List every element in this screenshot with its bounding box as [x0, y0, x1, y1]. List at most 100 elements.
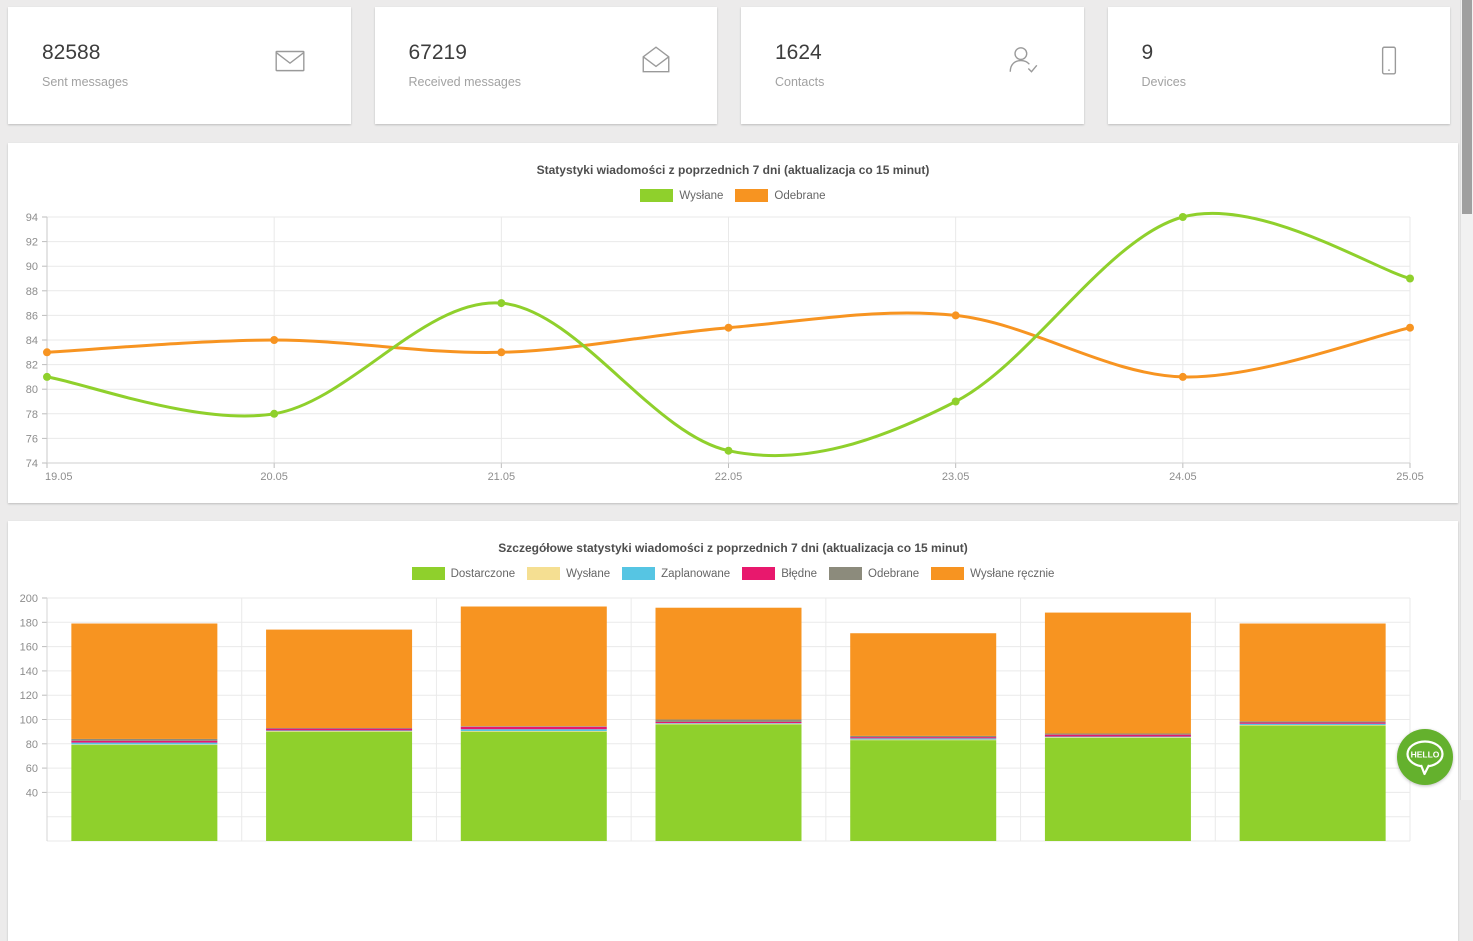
bar-segment[interactable]	[460, 731, 607, 732]
bar-segment[interactable]	[266, 728, 413, 731]
svg-text:40: 40	[26, 787, 38, 799]
stat-card-sent-messages: 82588 Sent messages	[8, 7, 351, 124]
bar-segment[interactable]	[655, 607, 802, 720]
bar-segment[interactable]	[655, 724, 802, 841]
line-legend-item-1[interactable]: Odebrane	[735, 189, 826, 202]
bar-segment[interactable]	[266, 728, 413, 729]
bar-segment[interactable]	[266, 731, 413, 732]
bar-chart-title: Szczegółowe statystyki wiadomości z popr…	[498, 541, 968, 555]
line-legend-item-0[interactable]: Wysłane	[640, 189, 723, 202]
bar-legend-item-0[interactable]: Dostarczone	[411, 567, 515, 580]
data-point[interactable]	[270, 336, 279, 344]
svg-text:80: 80	[26, 739, 38, 751]
bar-segment[interactable]	[266, 731, 413, 841]
bar-segment[interactable]	[71, 623, 218, 739]
data-point[interactable]	[497, 348, 506, 357]
bar-legend-label-2: Zaplanowane	[661, 567, 731, 580]
bar-segment[interactable]	[460, 726, 607, 730]
svg-text:86: 86	[26, 310, 38, 322]
sent-messages-value: 82588	[42, 41, 101, 64]
dashboard-page: { "colors": { "background": "#ecebeb", "…	[8, 0, 1473, 941]
svg-text:60: 60	[26, 763, 38, 775]
data-point[interactable]	[724, 323, 733, 332]
bar-series-Dostarczone	[71, 724, 1386, 841]
data-point[interactable]	[951, 311, 960, 320]
data-point[interactable]	[1178, 213, 1187, 221]
data-point[interactable]	[497, 299, 506, 308]
bar-segment[interactable]	[655, 719, 802, 722]
bar-segment[interactable]	[460, 731, 607, 841]
data-point[interactable]	[724, 446, 733, 455]
bar-legend-item-4[interactable]: Odebrane	[829, 567, 919, 580]
bar-segment[interactable]	[850, 735, 997, 738]
contact-check-icon	[1006, 43, 1040, 77]
hello-chat-label: HELLO	[1411, 750, 1440, 760]
bar-segment[interactable]	[1239, 623, 1386, 722]
bar-segment[interactable]	[850, 740, 997, 841]
data-point[interactable]	[1406, 274, 1414, 283]
svg-text:100: 100	[20, 715, 38, 727]
data-point[interactable]	[1406, 323, 1414, 332]
bar-segment[interactable]	[71, 742, 218, 745]
bar-segment[interactable]	[850, 737, 997, 739]
svg-text:160: 160	[20, 642, 38, 654]
line-legend-swatch-0	[640, 189, 674, 202]
line-chart-canvas[interactable]: 94 92 90 88 86 84 82 80 78 76 74 19.05 20.05 21.05 22.…	[8, 209, 1458, 491]
scrollbar-thumb[interactable]	[1462, 0, 1472, 214]
bar-segment[interactable]	[460, 729, 607, 732]
bar-segment[interactable]	[1044, 736, 1191, 738]
bar-legend-swatch-0	[411, 567, 445, 580]
bar-segment[interactable]	[460, 606, 607, 727]
stat-card-devices: 9 Devices	[1107, 7, 1450, 124]
bar-segment[interactable]	[1044, 734, 1191, 737]
bar-segment[interactable]	[850, 739, 997, 741]
data-point[interactable]	[951, 397, 960, 406]
bar-segment[interactable]	[655, 723, 802, 724]
bar-segment[interactable]	[1239, 725, 1386, 841]
line-series-Wysłane	[43, 211, 1414, 458]
stat-cards-row: 82588 Sent messages 67219 Received messa…	[8, 7, 1450, 124]
bar-legend-item-1[interactable]: Wysłane	[527, 567, 610, 580]
svg-text:200: 200	[20, 593, 38, 605]
bar-segment[interactable]	[1239, 722, 1386, 724]
line-legend-swatch-1	[735, 189, 769, 202]
data-point[interactable]	[43, 348, 51, 357]
bar-segment[interactable]	[71, 740, 218, 743]
bar-segment[interactable]	[1239, 724, 1386, 726]
received-messages-label: Received messages	[408, 75, 522, 89]
bar-segment[interactable]	[460, 726, 607, 727]
bar-chart-canvas[interactable]: 200 180 160 140 120 100 80 60 40	[8, 590, 1458, 930]
bar-segment[interactable]	[1044, 737, 1191, 738]
bar-legend-item-5[interactable]: Wysłane ręcznie	[931, 567, 1054, 580]
bar-segment[interactable]	[1044, 737, 1191, 841]
bar-legend-item-3[interactable]: Błędne	[742, 567, 817, 580]
bar-segment[interactable]	[1239, 721, 1386, 723]
contacts-value: 1624	[775, 41, 822, 64]
data-point[interactable]	[270, 409, 279, 418]
bar-segment[interactable]	[71, 744, 218, 746]
line-chart-gridlines: 94 92 90 88 86 84 82 80 78 76 74 19.05 20.05 21.05 22.…	[26, 212, 1424, 483]
svg-text:84: 84	[26, 335, 38, 347]
bar-series-Zaplanowane	[71, 723, 1386, 745]
svg-text:22.05: 22.05	[715, 471, 743, 483]
bar-segment[interactable]	[71, 738, 218, 741]
svg-text:76: 76	[26, 433, 38, 445]
received-messages-value: 67219	[408, 41, 467, 64]
bar-segment[interactable]	[850, 738, 997, 740]
bar-segment[interactable]	[850, 633, 997, 736]
hello-chat-button[interactable]: HELLO	[1397, 729, 1453, 785]
bar-segment[interactable]	[266, 730, 413, 732]
bar-segment[interactable]	[655, 721, 802, 724]
bar-segment[interactable]	[71, 745, 218, 841]
data-point[interactable]	[43, 372, 51, 381]
bar-segment[interactable]	[655, 723, 802, 725]
bar-segment[interactable]	[1044, 612, 1191, 734]
svg-text:88: 88	[26, 286, 38, 298]
vertical-scrollbar[interactable]	[1460, 0, 1473, 800]
bar-legend-item-2[interactable]: Zaplanowane	[622, 567, 730, 580]
data-point[interactable]	[1178, 372, 1187, 381]
bar-segment[interactable]	[1239, 723, 1386, 725]
svg-text:23.05: 23.05	[942, 471, 970, 483]
bar-segment[interactable]	[266, 629, 413, 729]
bar-segment[interactable]	[1044, 733, 1191, 735]
